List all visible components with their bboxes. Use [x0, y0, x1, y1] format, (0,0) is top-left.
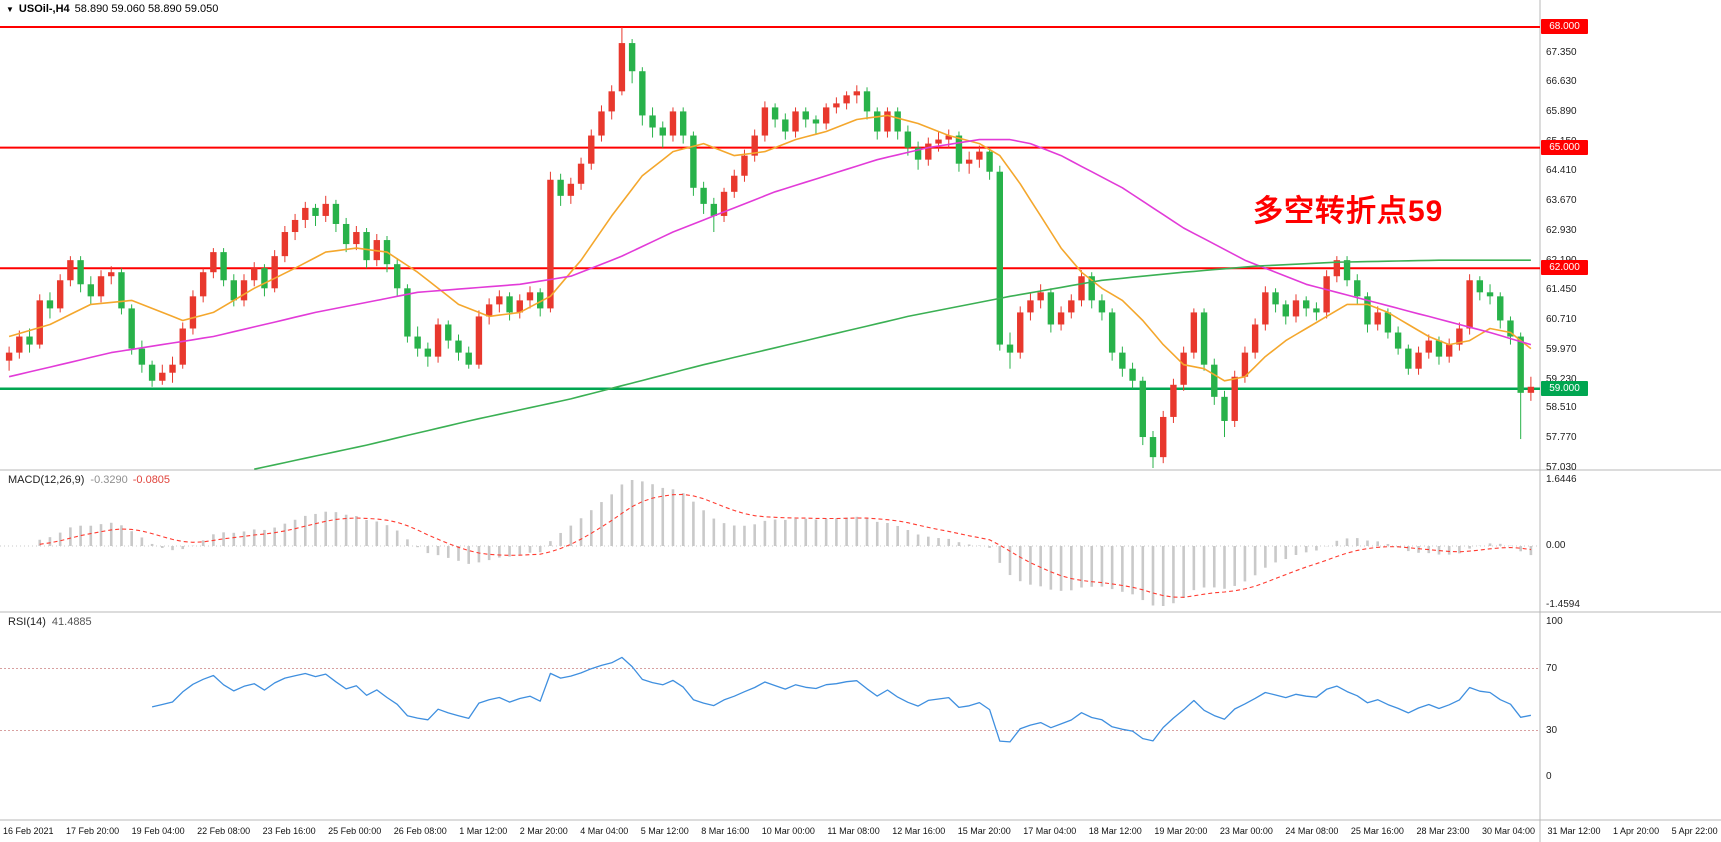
time-label: 19 Feb 04:00 [131, 826, 185, 836]
rsi-indicator-label: RSI(14) 41.4885 [8, 616, 92, 628]
scale-tick: 59.970 [1546, 343, 1577, 355]
ma-mid [8, 138, 1532, 378]
rsi-layer [0, 656, 1540, 743]
time-label: 15 Mar 20:00 [957, 826, 1011, 836]
scale-tick: 60.710 [1546, 314, 1577, 326]
time-label: 8 Mar 16:00 [701, 826, 750, 836]
scale-tick: 0.00 [1546, 540, 1566, 551]
time-label: 10 Mar 00:00 [761, 826, 815, 836]
ma-fast [8, 114, 1532, 382]
time-label: 23 Mar 00:00 [1219, 826, 1273, 836]
time-label: 16 Feb 2021 [3, 826, 54, 836]
symbol-info: ▼ USOil-,H4 58.890 59.060 58.890 59.050 [6, 3, 218, 15]
scale-tick: 59.230 [1546, 373, 1577, 385]
time-label: 25 Mar 16:00 [1350, 826, 1404, 836]
scale-tick: 65.890 [1546, 105, 1577, 117]
scale-tick: 62.930 [1546, 224, 1577, 236]
time-axis[interactable]: 16 Feb 2021 17 Feb 20:00 19 Feb 04:00 22 Fe… [0, 822, 1721, 842]
scale-tick: 67.350 [1546, 47, 1577, 59]
time-label: 22 Feb 08:00 [197, 826, 251, 836]
scale-tick: 64.410 [1546, 165, 1577, 177]
price-scale[interactable]: 68.00067.35066.63065.89065.15064.41063.6… [1540, 0, 1721, 842]
time-label: 28 Mar 23:00 [1416, 826, 1470, 836]
price-line-tag: 68.000 [1541, 19, 1588, 34]
time-label: 11 Mar 08:00 [827, 826, 880, 836]
scale-tick: 100 [1546, 616, 1563, 627]
scale-tick: 57.030 [1546, 461, 1577, 473]
symbol-timeframe: USOil-,H4 [18, 3, 70, 15]
time-label: 19 Mar 20:00 [1154, 826, 1208, 836]
time-label: 5 Mar 12:00 [640, 826, 689, 836]
dropdown-icon[interactable]: ▼ [6, 4, 14, 14]
scale-tick: 63.670 [1546, 195, 1577, 207]
scale-tick: 0 [1546, 771, 1552, 782]
scale-tick: 1.6446 [1546, 474, 1577, 485]
time-label: 1 Apr 20:00 [1613, 826, 1660, 836]
macd-name: MACD(12,26,9) [8, 474, 85, 486]
time-label: 30 Mar 04:00 [1481, 826, 1536, 836]
scale-tick: 70 [1546, 662, 1558, 674]
ma-slow [254, 259, 1531, 470]
time-label: 23 Feb 16:00 [262, 826, 316, 836]
time-label: 5 Apr 22:00 [1671, 826, 1718, 836]
time-label: 2 Mar 20:00 [519, 826, 568, 836]
scale-tick: 61.450 [1546, 284, 1577, 296]
macd-value-signal: -0.0805 [132, 474, 171, 486]
time-label: 17 Mar 04:00 [1023, 826, 1077, 836]
rsi-value: 41.4885 [51, 616, 92, 628]
scale-tick: 30 [1546, 724, 1558, 736]
ohlc-values: 58.890 59.060 58.890 59.050 [74, 3, 219, 15]
scale-tick: -1.4594 [1546, 599, 1580, 610]
time-label: 24 Mar 08:00 [1285, 826, 1339, 836]
chart-annotation: 多空转折点59 [1253, 195, 1444, 228]
time-label: 12 Mar 16:00 [892, 826, 946, 836]
time-label: 1 Mar 12:00 [459, 826, 508, 836]
scale-tick: 66.630 [1546, 76, 1577, 88]
macd-value-main: -0.3290 [90, 474, 128, 486]
macd-layer [0, 480, 1540, 606]
time-label: 26 Feb 08:00 [393, 826, 447, 836]
time-label: 31 Mar 12:00 [1547, 826, 1601, 836]
scale-tick: 62.190 [1546, 255, 1577, 266]
price-line-tag: 62.000 [1541, 260, 1588, 276]
macd-indicator-label: MACD(12,26,9) -0.3290 -0.0805 [8, 474, 170, 486]
time-label: 18 Mar 12:00 [1088, 826, 1142, 836]
price-line-tag: 65.000 [1541, 139, 1588, 155]
scale-tick: 57.770 [1546, 432, 1577, 444]
time-label: 4 Mar 04:00 [580, 826, 629, 836]
candles-layer [5, 27, 1535, 468]
scale-tick: 58.510 [1546, 402, 1577, 414]
rsi-name: RSI(14) [8, 616, 46, 628]
time-label: 25 Feb 00:00 [328, 826, 382, 836]
time-label: 17 Feb 20:00 [66, 826, 120, 836]
price-line-tag: 59.000 [1541, 380, 1588, 396]
moving-averages-layer [8, 114, 1532, 470]
